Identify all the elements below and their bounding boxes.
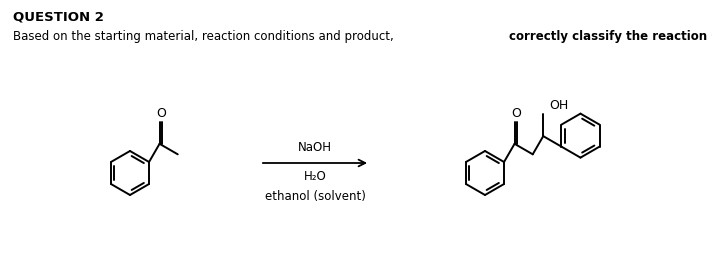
Text: Based on the starting material, reaction conditions and product,: Based on the starting material, reaction… xyxy=(13,30,397,43)
Text: QUESTION 2: QUESTION 2 xyxy=(13,11,104,24)
Text: O: O xyxy=(511,107,520,120)
Text: ethanol (solvent): ethanol (solvent) xyxy=(265,190,365,203)
Text: OH: OH xyxy=(549,99,568,112)
Text: O: O xyxy=(156,107,166,120)
Text: NaOH: NaOH xyxy=(298,141,332,154)
Text: H₂O: H₂O xyxy=(303,170,326,183)
Text: correctly classify the reaction shown below.: correctly classify the reaction shown be… xyxy=(509,30,712,43)
